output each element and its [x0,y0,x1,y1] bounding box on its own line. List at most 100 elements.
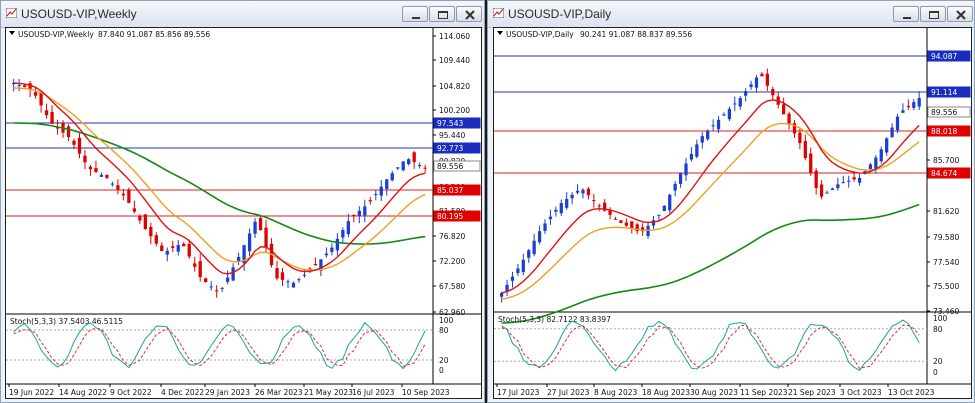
candle-body [341,230,345,238]
price-tick-label: 62.960 [439,308,465,317]
maximize-button[interactable] [429,6,455,22]
candle-body [110,183,115,185]
time-tick-label: 16 Jul 2023 [352,388,395,397]
stochastic-signal-line [13,327,426,367]
candle-body [357,210,361,216]
candle-body [847,180,851,182]
stoch-tick-label: 80 [439,326,449,335]
window-separator [485,0,487,403]
window-titlebar[interactable]: USOUSD-VIP,Daily [488,1,974,28]
candle-body [537,231,542,243]
candle-body [689,153,694,160]
candle-body [798,132,802,143]
stoch-tick-label: 100 [439,316,454,325]
candle-body [662,205,666,211]
candle-body [565,198,569,208]
chart-frame[interactable]: 114.060109.440104.820100.20095.44090.820… [5,27,482,399]
candle-body [575,190,580,193]
candle-body [374,194,378,195]
maximize-button[interactable] [920,6,946,22]
weekly-chart-window[interactable]: USOUSD-VIP,Weekly 114.060 109.440 104.820 1… [0,0,485,403]
moving-average-fast [13,82,426,275]
candle-body [716,119,721,130]
candle-body [352,214,356,216]
candle-body [209,286,213,288]
candle-body [193,263,197,267]
window-titlebar[interactable]: USOUSD-VIP,Weekly [1,1,484,28]
candle-body [548,216,553,220]
candle-body [99,174,104,177]
candle-body [613,218,618,220]
time-tick-label: 4 Dec 2022 [161,388,204,397]
minimize-button[interactable] [402,6,428,22]
candle-body [55,127,60,129]
candle-body [673,183,677,191]
chart-frame[interactable]: 94.087 91.114 89.556 88.018 85.700 84.674 81.6… [493,27,972,399]
candle-body [581,189,585,194]
candle-body [906,106,910,108]
candle-body [836,184,840,189]
time-tick-label: 14 Aug 2022 [59,388,107,397]
candle-body [603,202,607,211]
candle-body [543,223,547,231]
candle-body [412,152,416,163]
candle-body [733,103,737,105]
candle-body [678,173,683,184]
minimize-button[interactable] [893,6,919,22]
candle-body [857,178,862,183]
candle-body [176,245,180,252]
candle-body [324,253,329,256]
candle-body [33,92,38,96]
time-tick-label: 18 Aug 2023 [642,388,690,397]
price-tick-label: 79.580 [933,233,959,242]
candle-body [368,200,372,202]
candle-body [521,259,525,272]
candle-body [50,112,54,124]
candle-body [830,188,835,190]
candle-body [695,144,699,157]
candle-body [264,227,268,248]
price-marker-label: 92.773 [437,144,463,153]
price-marker-box [927,50,971,62]
stoch-tick-label: 80 [933,325,943,334]
candle-body [608,209,612,215]
close-button[interactable] [947,6,973,22]
candle-body [297,279,301,281]
price-tick-label: 73.460 [933,307,959,316]
candle-body [28,83,32,90]
candle-body [668,194,672,211]
price-marker-label: 84.674 [931,169,957,178]
price-marker-label: 88.018 [931,127,957,136]
candle-body [187,243,191,257]
candle-body [127,189,131,203]
candle-body [825,192,829,194]
candle-body [72,140,76,145]
candle-body [809,153,813,173]
close-button[interactable] [456,6,482,22]
daily-chart-window[interactable]: USOUSD-VIP,Daily 94.087 91.114 89.556 88.01… [487,0,975,403]
candle-body [182,243,186,247]
stoch-tick-label: 0 [933,368,938,377]
time-tick-label: 30 Aug 2023 [690,388,738,397]
stoch-tick-label: 0 [439,366,444,375]
candle-body [236,256,241,262]
candle-body [635,224,639,232]
candle-body [570,194,574,199]
candle-body [215,290,219,292]
candle-body [77,137,82,154]
ohlc-values: 90.241 91.087 88.837 89.556 [580,30,692,39]
time-tick-label: 17 Jul 2023 [497,388,540,397]
minimize-icon [903,17,911,19]
price-marker-label: 89.556 [437,162,463,171]
candle-body [346,221,350,235]
candle-body [275,268,279,279]
candle-body [787,113,791,124]
price-tick-label: 76.820 [439,232,465,241]
candle-body [44,110,49,116]
candle-body [749,84,753,88]
candle-body [385,179,389,189]
candle-body [505,284,509,292]
candle-body [516,268,520,273]
moving-average-mid [501,122,920,300]
candle-body [83,155,87,163]
